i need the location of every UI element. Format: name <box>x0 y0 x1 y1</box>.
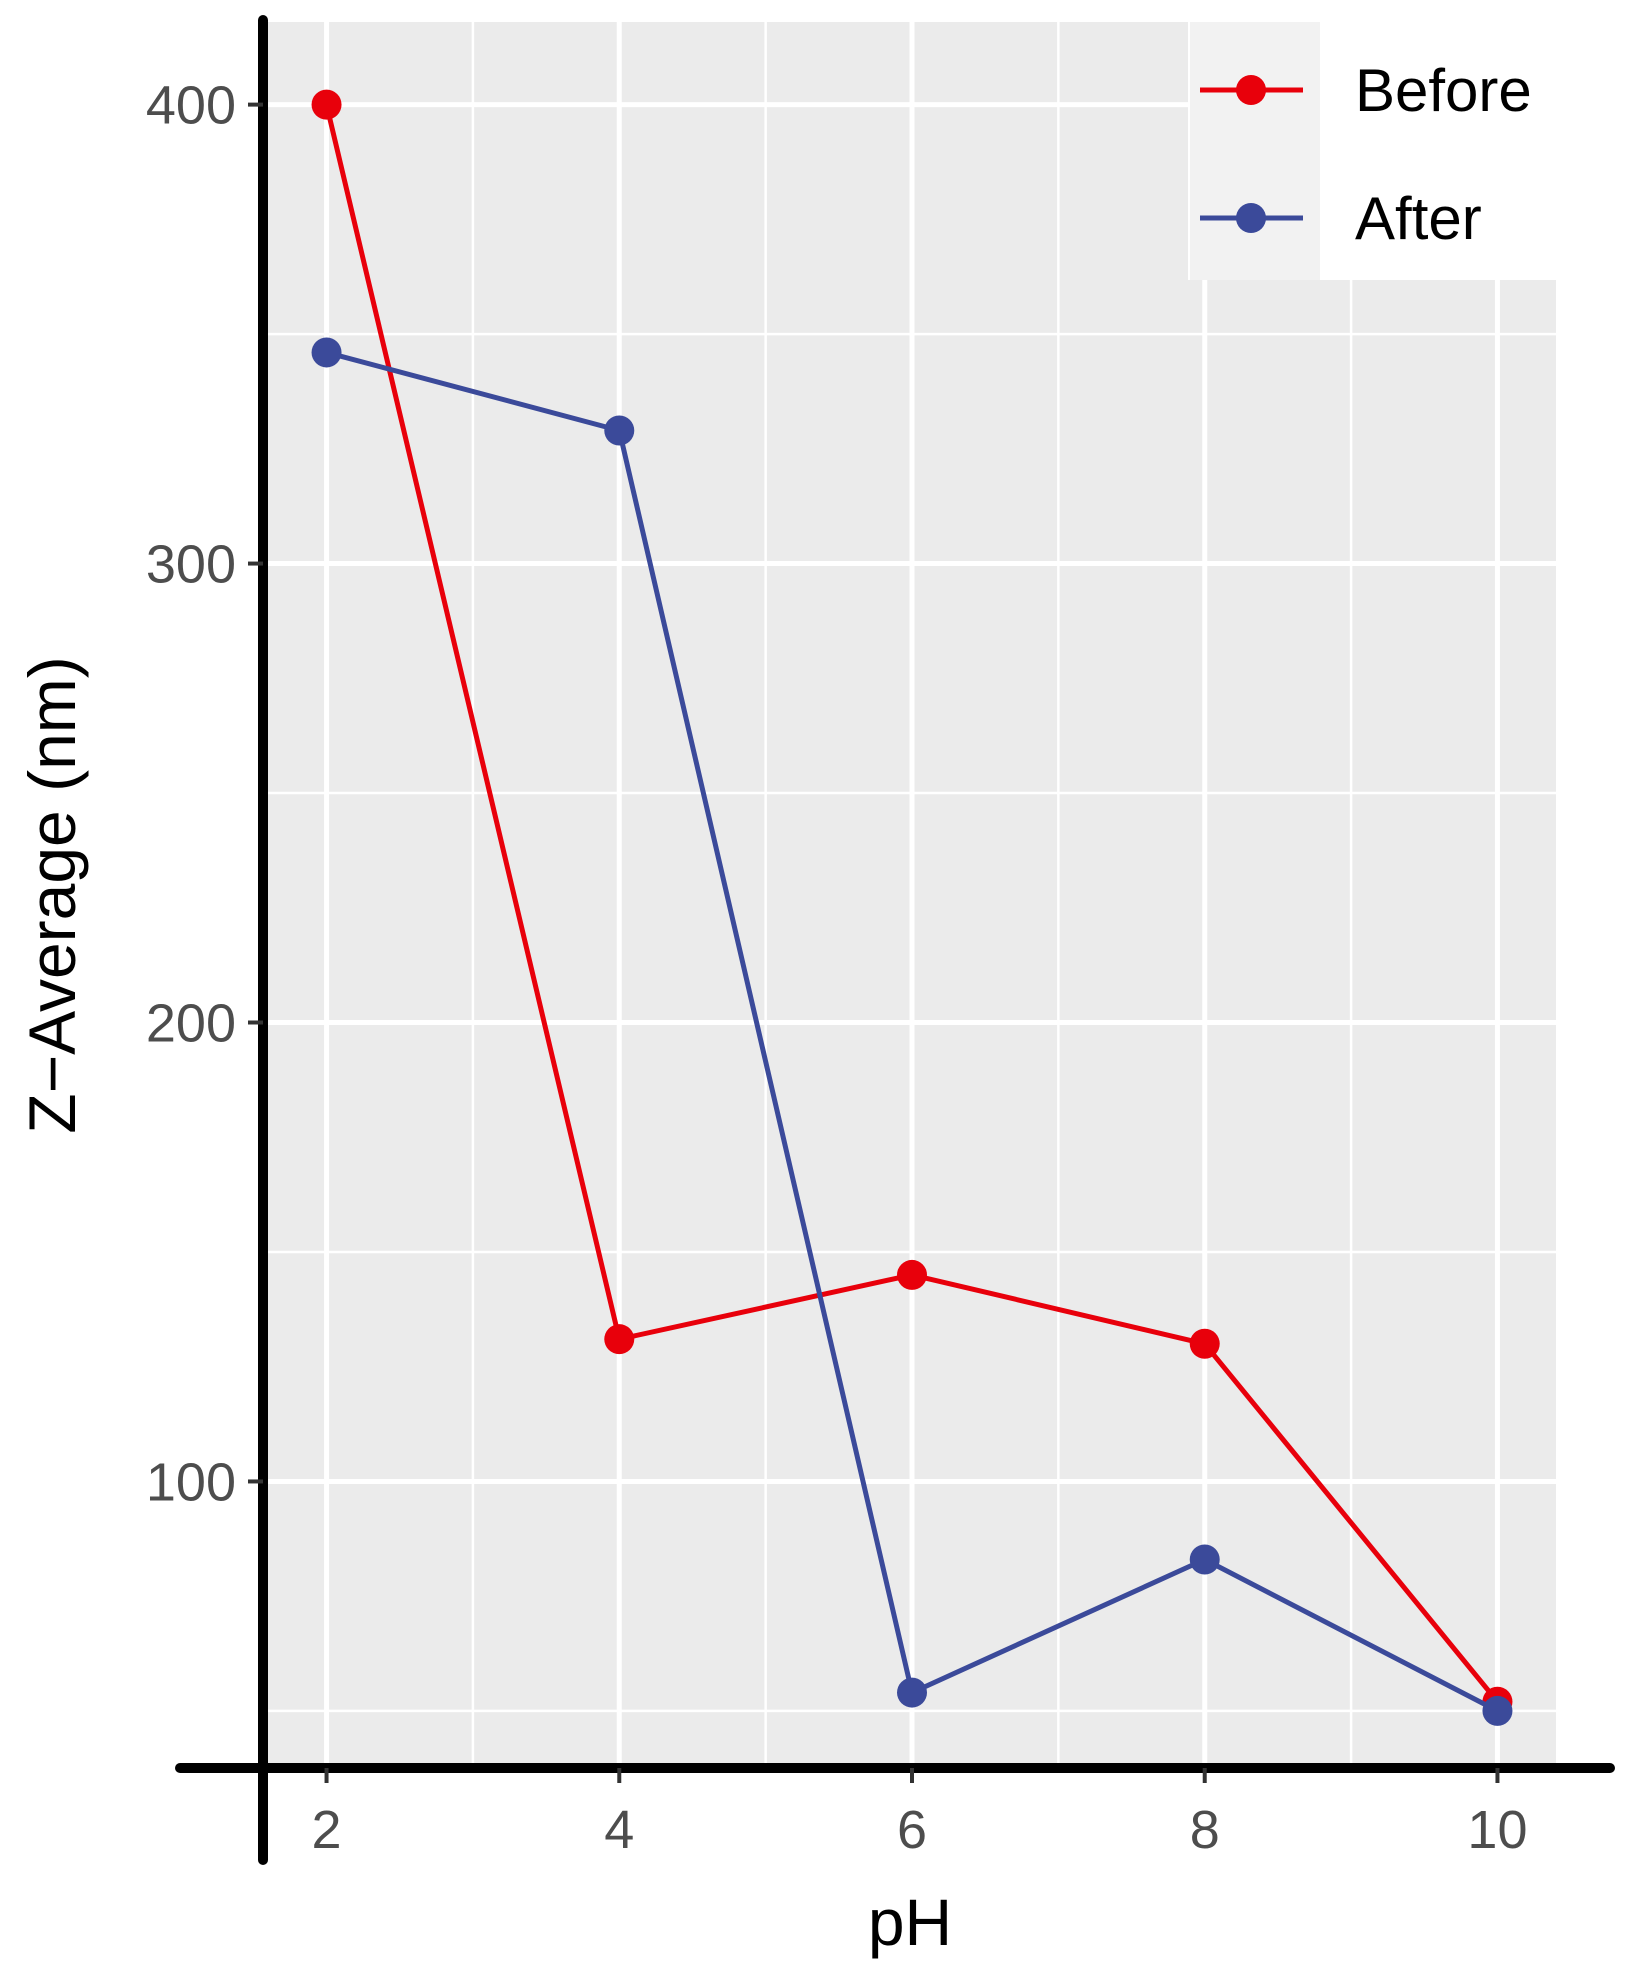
data-point-after <box>604 415 635 446</box>
legend-item-before: Before <box>1200 57 1532 124</box>
legend: Before After <box>1188 22 1558 280</box>
y-tick-label: 100 <box>146 1452 236 1512</box>
x-tick-label: 8 <box>1190 1800 1220 1860</box>
legend-label: Before <box>1355 57 1532 124</box>
data-point-before <box>897 1259 927 1290</box>
y-axis-title: Z−Average (nm) <box>15 656 89 1133</box>
x-tick-label: 6 <box>897 1800 927 1860</box>
legend-item-after: After <box>1200 185 1482 252</box>
x-axis-title: pH <box>868 1885 952 1959</box>
data-point-before <box>311 89 342 120</box>
x-axis-ticks: 2 4 6 8 10 <box>312 1768 1527 1860</box>
y-tick-label: 200 <box>146 994 236 1054</box>
x-tick-label: 10 <box>1467 1800 1527 1860</box>
data-point-before <box>1189 1328 1220 1359</box>
major-gridlines <box>268 22 1556 1766</box>
legend-marker <box>1236 203 1266 233</box>
data-point-after <box>311 337 342 368</box>
legend-marker <box>1236 75 1266 105</box>
legend-items: Before After <box>1200 57 1532 252</box>
series-after <box>311 337 1513 1726</box>
y-tick-label: 400 <box>146 76 236 136</box>
legend-key-background <box>1190 22 1320 280</box>
data-point-after <box>1189 1544 1220 1575</box>
x-tick-label: 2 <box>312 1800 342 1860</box>
legend-label: After <box>1355 185 1482 252</box>
data-point-before <box>604 1324 635 1355</box>
x-tick-label: 4 <box>604 1800 634 1860</box>
data-point-after <box>1482 1695 1513 1726</box>
y-tick-label: 300 <box>146 535 236 595</box>
series-layer <box>311 89 1513 1726</box>
data-point-after <box>897 1677 927 1708</box>
y-axis-ticks: 100 200 300 400 <box>146 76 263 1512</box>
